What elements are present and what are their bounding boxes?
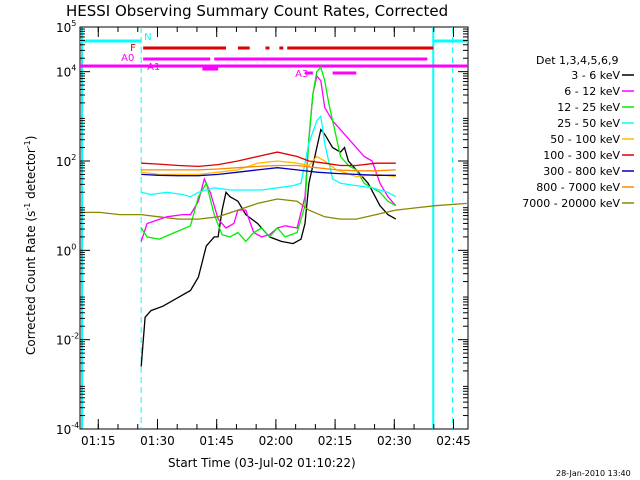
flag-label-a1: A1: [147, 62, 160, 73]
y-tick-label: 105: [56, 19, 76, 35]
legend: Det 1,3,4,5,6,9 3 - 6 keV 6 - 12 keV 12 - …: [522, 54, 634, 210]
series-line: [141, 164, 396, 172]
plot-frame: [79, 26, 469, 430]
legend-label: 12 - 25 keV: [557, 101, 620, 114]
legend-label: 300 - 800 keV: [543, 165, 620, 178]
y-tick-label: 10-2: [56, 332, 79, 348]
series-line: [140, 74, 397, 242]
legend-label: 100 - 300 keV: [543, 149, 620, 162]
legend-label: 25 - 50 keV: [557, 117, 620, 130]
x-axis-label: Start Time (03-Jul-02 01:10:22): [168, 456, 356, 470]
timestamp: 28-Jan-2010 13:40: [556, 469, 631, 478]
y-tick-label: 10-4: [56, 421, 79, 437]
flag-label-f: F: [130, 43, 136, 54]
y-tick-label: 100: [56, 242, 76, 258]
x-tick-label: 02:15: [318, 434, 353, 448]
series-line: [141, 155, 396, 178]
flag-label-a0: A0: [121, 53, 134, 64]
legend-label: 50 - 100 keV: [550, 133, 620, 146]
legend-label: 7000 - 20000 keV: [522, 197, 620, 210]
axes: 01:15 01:30 01:45 02:00 02:15 02:30 02:45 10-4 1…: [56, 19, 471, 448]
legend-label: 3 - 6 keV: [571, 69, 620, 82]
series-line: [140, 65, 397, 243]
series-line: [141, 151, 396, 168]
x-tick-label: 01:45: [199, 434, 234, 448]
series-line: [141, 114, 397, 198]
flag-label-a3: A3: [295, 69, 308, 80]
legend-label: 6 - 12 keV: [564, 85, 620, 98]
x-tick-label: 01:30: [140, 434, 175, 448]
chart-title: HESSI Observing Summary Count Rates, Cor…: [66, 2, 448, 20]
y-tick-label: 102: [56, 153, 76, 169]
x-tick-label: 01:15: [81, 434, 116, 448]
x-tick-label: 02:00: [259, 434, 294, 448]
flag-label-n: N: [144, 32, 151, 43]
legend-label: 800 - 7000 keV: [536, 181, 620, 194]
series-line: [80, 198, 467, 220]
series-lines: [80, 65, 467, 367]
x-tick-label: 02:45: [436, 434, 471, 448]
x-tick-label: 02:30: [377, 434, 412, 448]
series-line: [141, 167, 396, 177]
y-axis-label: Corrected Count Rate (s-1 detector-1): [23, 136, 38, 355]
legend-header: Det 1,3,4,5,6,9: [536, 54, 619, 67]
y-tick-label: 104: [56, 64, 76, 80]
